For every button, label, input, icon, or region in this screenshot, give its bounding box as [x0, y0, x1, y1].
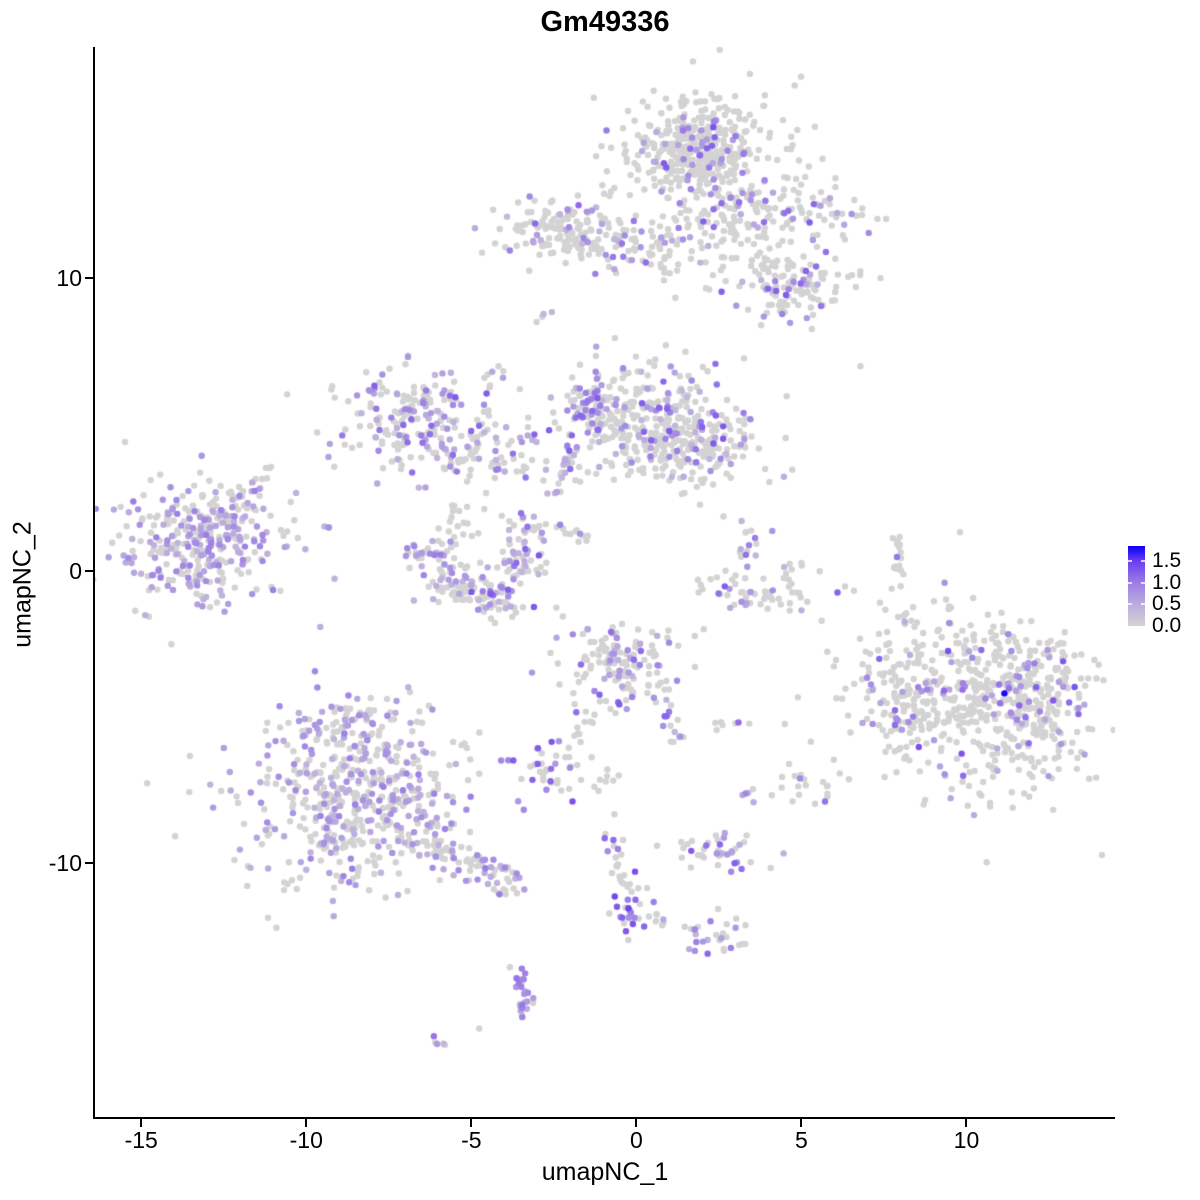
y-tick-mark	[85, 277, 93, 280]
y-tick-mark	[85, 862, 93, 865]
legend-label: 0.5	[1152, 592, 1182, 616]
x-tick-mark	[635, 1119, 638, 1127]
legend-label: 1.0	[1152, 570, 1182, 594]
legend-tick-mark	[1128, 603, 1132, 606]
plot-title: Gm49336	[540, 6, 670, 38]
legend-tick-mark	[1141, 560, 1145, 563]
y-tick-label: 10	[56, 265, 82, 292]
y-axis-line	[93, 47, 95, 1119]
x-tick-mark	[470, 1119, 473, 1127]
y-tick-label: 0	[69, 557, 82, 584]
legend-colorbar	[1128, 546, 1145, 626]
x-tick-label: -15	[124, 1127, 158, 1153]
x-tick-label: 0	[629, 1127, 643, 1153]
legend-label: 0.0	[1152, 614, 1182, 637]
x-tick-mark	[140, 1119, 143, 1127]
y-tick-mark	[85, 569, 93, 572]
legend-tick-mark	[1128, 581, 1132, 584]
y-axis-title: umapNC_2	[8, 521, 37, 648]
x-tick-label: -5	[461, 1127, 482, 1153]
legend-tick-mark	[1128, 560, 1132, 563]
legend-tick-mark	[1141, 603, 1145, 606]
x-tick-label: -10	[289, 1127, 323, 1153]
legend-tick-mark	[1141, 581, 1145, 584]
x-tick-mark	[800, 1119, 803, 1127]
x-tick-mark	[965, 1119, 968, 1127]
legend-label: 1.5	[1152, 549, 1182, 573]
x-axis-line	[93, 1117, 1115, 1119]
y-tick-label: -10	[48, 850, 82, 877]
x-tick-label: 10	[953, 1127, 980, 1153]
x-axis-title: umapNC_1	[541, 1158, 669, 1186]
x-tick-mark	[305, 1119, 308, 1127]
x-tick-label: 5	[795, 1127, 808, 1153]
